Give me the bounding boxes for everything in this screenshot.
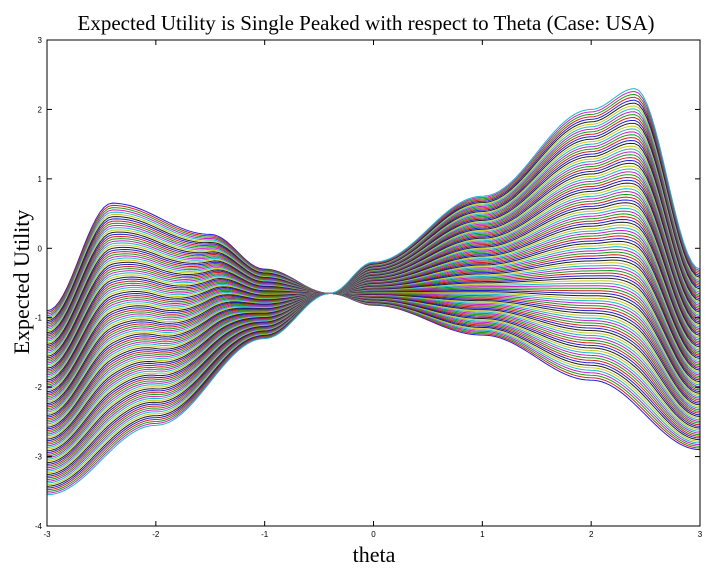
y-tick-label: -1 xyxy=(35,314,43,323)
y-axis: -4 -3 -2 -1 0 1 2 3 xyxy=(35,36,700,531)
curve-family xyxy=(46,88,701,496)
y-tick-label: 0 xyxy=(38,244,43,253)
utility-curve xyxy=(46,162,701,452)
y-tick-label: 3 xyxy=(38,36,43,45)
utility-curve xyxy=(46,207,701,447)
x-tick-label: 0 xyxy=(371,530,376,539)
chart-title: Expected Utility is Single Peaked with r… xyxy=(78,11,655,35)
x-axis: -3 -2 -1 0 1 2 3 xyxy=(43,40,703,539)
y-tick-label: 2 xyxy=(38,105,43,114)
x-tick-label: -3 xyxy=(43,530,51,539)
x-tick-label: 1 xyxy=(480,530,485,539)
x-tick-label: -2 xyxy=(152,530,160,539)
utility-curve xyxy=(46,88,701,496)
y-tick-label: -3 xyxy=(35,453,43,462)
y-tick-label: -2 xyxy=(35,383,43,392)
y-tick-label: -4 xyxy=(35,522,43,531)
y-axis-label: Expected Utility xyxy=(9,210,34,355)
x-axis-label: theta xyxy=(353,542,396,567)
y-tick-label: 1 xyxy=(38,175,43,184)
x-tick-label: 2 xyxy=(589,530,594,539)
x-tick-label: 3 xyxy=(698,530,703,539)
x-tick-label: -1 xyxy=(261,530,269,539)
